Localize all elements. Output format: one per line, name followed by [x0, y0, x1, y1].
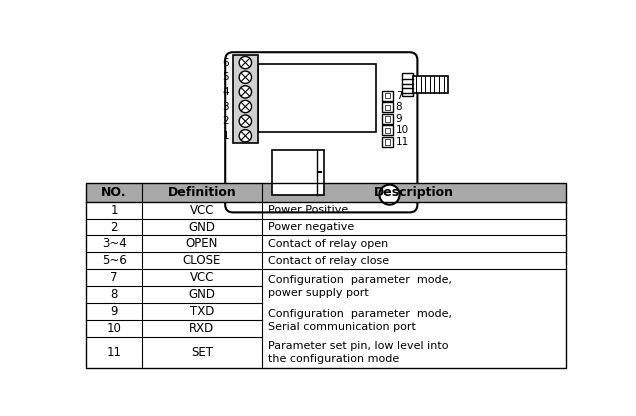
Bar — [272, 150, 324, 195]
Text: OPEN: OPEN — [186, 238, 218, 250]
Bar — [86, 286, 566, 303]
Text: CLOSE: CLOSE — [183, 255, 221, 267]
Text: 3~4: 3~4 — [102, 238, 127, 250]
Circle shape — [239, 57, 252, 69]
Text: Definition: Definition — [168, 186, 237, 199]
Text: 11: 11 — [396, 137, 409, 147]
Bar — [86, 183, 566, 202]
Bar — [382, 114, 392, 124]
Text: 8: 8 — [396, 102, 403, 112]
FancyBboxPatch shape — [225, 52, 417, 213]
Bar — [86, 218, 566, 235]
Bar — [385, 128, 389, 133]
Bar — [382, 102, 392, 112]
Text: 8: 8 — [111, 288, 118, 301]
Circle shape — [239, 86, 252, 98]
Bar — [86, 303, 566, 320]
Text: 1: 1 — [223, 131, 229, 141]
Text: 9: 9 — [110, 305, 118, 318]
Text: 7: 7 — [110, 271, 118, 285]
Text: Configuration  parameter  mode,
power supply port: Configuration parameter mode, power supp… — [268, 275, 452, 298]
Bar — [86, 202, 566, 218]
Bar — [402, 73, 413, 96]
Bar — [86, 337, 566, 368]
Circle shape — [238, 60, 258, 80]
Text: Contact of relay close: Contact of relay close — [268, 256, 389, 266]
Circle shape — [239, 130, 252, 142]
Text: Configuration  parameter  mode,
Serial communication port: Configuration parameter mode, Serial com… — [268, 309, 452, 332]
Circle shape — [239, 71, 252, 84]
Text: VCC: VCC — [190, 203, 214, 217]
Text: 5~6: 5~6 — [102, 255, 127, 267]
Text: GND: GND — [188, 288, 216, 301]
Circle shape — [239, 115, 252, 127]
Bar — [385, 139, 389, 145]
Bar — [86, 183, 566, 368]
Bar — [385, 104, 389, 110]
Text: 2: 2 — [110, 220, 118, 233]
Bar — [86, 253, 566, 270]
Text: Parameter set pin, low level into
the configuration mode: Parameter set pin, low level into the co… — [268, 341, 448, 364]
Bar — [385, 116, 389, 121]
Text: 6: 6 — [223, 58, 229, 68]
Text: RXD: RXD — [190, 322, 214, 335]
Bar — [86, 320, 566, 337]
Bar — [382, 125, 392, 135]
Bar — [233, 55, 258, 143]
Text: VCC: VCC — [190, 271, 214, 285]
Text: GND: GND — [188, 220, 216, 233]
Bar — [86, 235, 566, 253]
Bar — [86, 270, 566, 286]
Text: 1: 1 — [110, 203, 118, 217]
Text: 10: 10 — [107, 322, 121, 335]
Text: Power negative: Power negative — [268, 222, 354, 232]
Bar — [258, 64, 375, 131]
Text: 4: 4 — [223, 87, 229, 97]
Text: Contact of relay open: Contact of relay open — [268, 239, 388, 249]
Bar — [413, 76, 448, 93]
Text: 7: 7 — [396, 91, 403, 101]
Bar — [382, 137, 392, 147]
Text: 10: 10 — [396, 125, 409, 135]
Text: Description: Description — [374, 186, 454, 199]
Circle shape — [239, 100, 252, 113]
Text: 5: 5 — [223, 72, 229, 82]
Circle shape — [380, 185, 399, 205]
Text: 11: 11 — [107, 346, 121, 359]
Text: TXD: TXD — [190, 305, 214, 318]
Text: 3: 3 — [223, 102, 229, 111]
Bar — [382, 91, 392, 101]
Text: SET: SET — [191, 346, 213, 359]
Bar — [385, 93, 389, 99]
Text: 9: 9 — [396, 114, 403, 124]
Text: Power Positive: Power Positive — [268, 205, 348, 215]
Text: NO.: NO. — [101, 186, 127, 199]
Text: 2: 2 — [223, 116, 229, 126]
